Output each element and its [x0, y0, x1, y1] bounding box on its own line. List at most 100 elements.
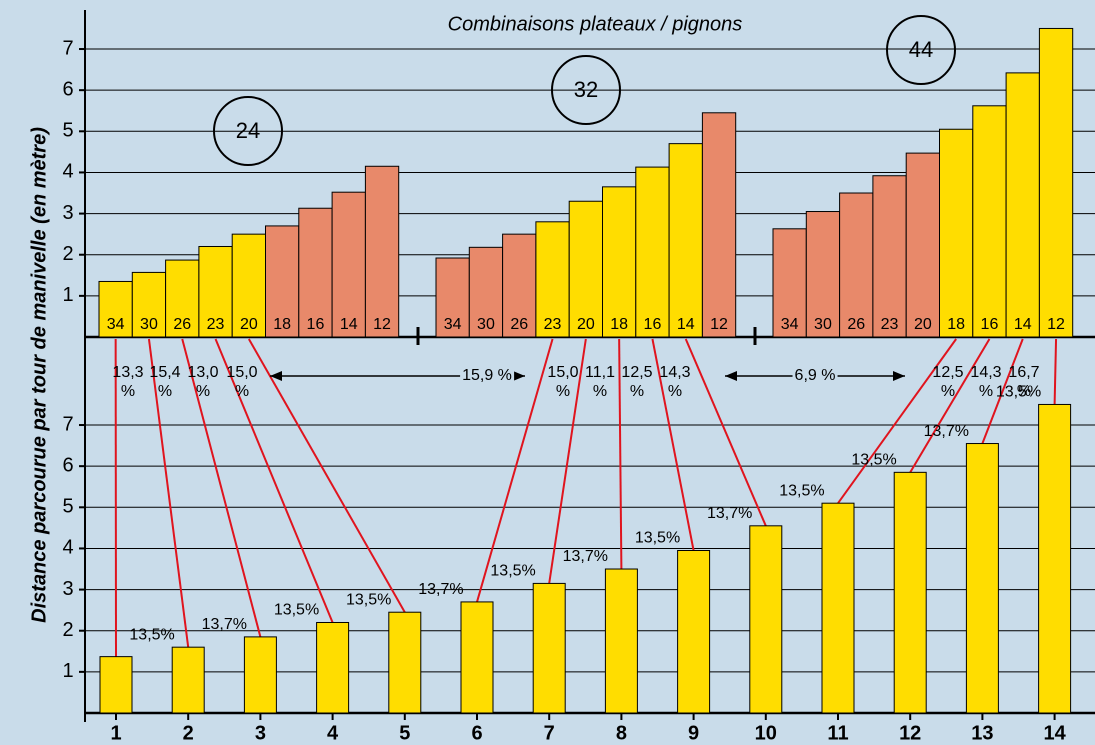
group-label: 44 — [909, 37, 933, 62]
cog-label: 34 — [107, 316, 125, 333]
ratio-label: 13,3 % — [112, 364, 144, 400]
bar — [821, 502, 855, 714]
ratio-label: 15,0 % — [226, 364, 258, 400]
bar — [364, 165, 400, 338]
step-label: 13,7% — [202, 616, 247, 633]
y-tick-label: 2 — [62, 243, 73, 265]
bar — [502, 233, 537, 338]
connector — [909, 338, 991, 473]
ratio-label: 15,4 % — [149, 364, 181, 400]
step-label: 13,5% — [346, 591, 391, 608]
connector — [651, 338, 695, 551]
ratio-label: 6,9 % — [792, 367, 838, 385]
ratio-label: 11,1 % — [585, 364, 615, 400]
bar — [1038, 403, 1072, 714]
connector — [476, 338, 554, 603]
bar — [772, 228, 807, 338]
step-label: 13,7% — [563, 548, 608, 565]
ratio-label: 12,5 % — [932, 364, 964, 400]
cog-label: 30 — [140, 316, 158, 333]
step-label: 13,5% — [851, 452, 896, 469]
x-tick-label: 5 — [399, 722, 410, 744]
connector — [618, 338, 623, 570]
bar — [872, 175, 907, 338]
bar — [839, 192, 874, 338]
y-tick-label: 4 — [62, 161, 73, 183]
cog-label: 23 — [881, 316, 899, 333]
bar — [635, 166, 670, 338]
connector — [548, 338, 587, 584]
x-tick-label: 11 — [827, 722, 848, 744]
ratio-label: 15,0 % — [547, 364, 579, 400]
cog-label: 16 — [981, 316, 999, 333]
group-circle — [551, 55, 621, 125]
bar — [331, 191, 366, 338]
ratio-label: 13,0 % — [187, 364, 219, 400]
y-tick-label: 7 — [62, 413, 73, 435]
x-tick-label: 14 — [1043, 722, 1066, 744]
connector — [147, 338, 190, 648]
group-label: 24 — [236, 118, 260, 143]
cog-label: 34 — [781, 316, 799, 333]
step-label: 13,5% — [274, 602, 319, 619]
cog-label: 18 — [273, 316, 291, 333]
connector — [214, 338, 334, 623]
bar — [460, 601, 494, 714]
bar — [532, 582, 566, 714]
step-label: 13,7% — [707, 505, 752, 522]
bar — [99, 656, 133, 714]
x-tick-label: 4 — [327, 722, 339, 744]
bar — [805, 211, 841, 338]
cog-label: 26 — [510, 316, 528, 333]
bar — [231, 233, 266, 338]
bar — [198, 245, 233, 338]
y-tick-label: 1 — [62, 660, 73, 682]
connector — [837, 338, 957, 504]
x-tick-label: 2 — [183, 722, 194, 744]
cog-label: 16 — [307, 316, 325, 333]
cog-label: 23 — [544, 316, 562, 333]
cog-label: 14 — [340, 316, 358, 333]
x-tick-label: 1 — [110, 722, 121, 744]
x-tick-label: 12 — [899, 722, 921, 744]
cog-label: 20 — [914, 316, 932, 333]
y-tick-label: 6 — [62, 78, 73, 100]
bar — [677, 550, 711, 714]
bar — [965, 443, 999, 714]
y-tick-label: 5 — [62, 496, 73, 518]
bar — [905, 152, 941, 338]
cog-label: 16 — [644, 316, 662, 333]
bar — [893, 471, 927, 714]
y-tick-label: 3 — [62, 202, 73, 224]
step-label: 13,7% — [924, 423, 969, 440]
bar — [243, 636, 277, 714]
y-tick-label: 7 — [62, 37, 73, 59]
x-tick-label: 8 — [616, 722, 627, 744]
group-label: 32 — [574, 77, 598, 102]
ratio-label: 15,9 % — [460, 367, 514, 385]
cog-label: 18 — [610, 316, 628, 333]
group-circle — [886, 15, 956, 85]
bar — [388, 611, 422, 714]
bar — [972, 105, 1007, 338]
x-tick-label: 10 — [755, 722, 777, 744]
step-label: 13,5% — [129, 626, 174, 643]
ratio-label: 16,7 % — [1008, 364, 1040, 400]
bar — [1038, 27, 1074, 338]
cog-label: 12 — [1047, 316, 1065, 333]
connector — [181, 338, 262, 638]
connector — [247, 338, 406, 613]
ratio-label: 14,3 % — [970, 364, 1002, 400]
y-tick-label: 4 — [62, 537, 73, 559]
x-tick-label: 13 — [971, 722, 993, 744]
bar — [165, 259, 200, 338]
cog-label: 30 — [814, 316, 832, 333]
cog-label: 14 — [677, 316, 695, 333]
bar — [604, 568, 638, 714]
cog-label: 34 — [444, 316, 462, 333]
cog-label: 23 — [207, 316, 225, 333]
cog-label: 20 — [240, 316, 258, 333]
ratio-label: 12,5 % — [621, 364, 653, 400]
